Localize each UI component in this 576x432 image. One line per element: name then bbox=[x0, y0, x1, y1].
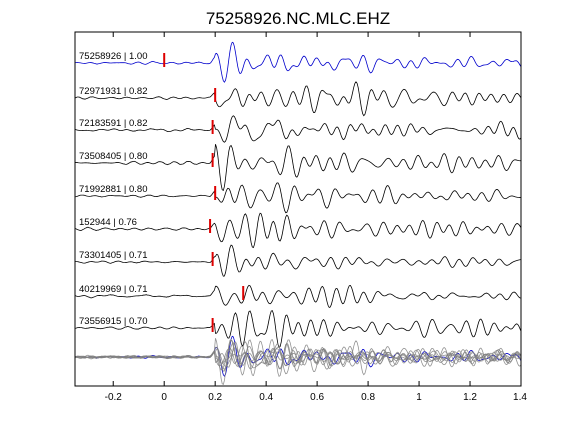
traces-layer: 75258926 | 1.00 72971931 | 0.82 72183591 |… bbox=[74, 41, 522, 349]
x-tick-label: 0.4 bbox=[259, 392, 273, 403]
trace-label: 73556915 | 0.70 bbox=[79, 316, 148, 327]
x-tick-label: -0.2 bbox=[105, 392, 123, 403]
chart-title: 75258926.NC.MLC.EHZ bbox=[206, 9, 390, 28]
trace-label: 73508405 | 0.80 bbox=[79, 151, 148, 162]
x-tick-label: 1.4 bbox=[513, 392, 527, 403]
x-axis: -0.2 0 0.2 0.4 0.6 0.8 1 1.2 1.4 bbox=[105, 32, 527, 403]
stack-trace bbox=[74, 339, 522, 378]
x-tick-label: 1.2 bbox=[463, 392, 477, 403]
trace-71992881: 71992881 | 0.80 bbox=[74, 182, 522, 214]
trace-line bbox=[74, 41, 522, 83]
trace-label: 71992881 | 0.80 bbox=[79, 184, 148, 195]
trace-line bbox=[74, 284, 522, 308]
axes-box bbox=[74, 31, 522, 387]
trace-label: 75258926 | 1.00 bbox=[79, 51, 148, 62]
trace-label: 152944 | 0.76 bbox=[79, 217, 137, 228]
x-tick-label: 0.6 bbox=[310, 392, 324, 403]
trace-75258926: 75258926 | 1.00 bbox=[74, 41, 522, 83]
x-tick-label: 0.2 bbox=[208, 392, 222, 403]
trace-73508405: 73508405 | 0.80 bbox=[74, 144, 522, 192]
trace-line bbox=[74, 81, 522, 117]
trace-line bbox=[74, 115, 522, 143]
trace-label: 73301405 | 0.71 bbox=[79, 250, 148, 261]
trace-line bbox=[74, 182, 522, 214]
stack-trace bbox=[74, 345, 522, 369]
trace-73556915: 73556915 | 0.70 bbox=[74, 310, 522, 349]
trace-line bbox=[74, 212, 522, 249]
trace-label: 72971931 | 0.82 bbox=[79, 86, 148, 97]
trace-73301405: 73301405 | 0.71 bbox=[74, 244, 522, 277]
trace-label: 72183591 | 0.82 bbox=[79, 118, 148, 129]
trace-40219969: 40219969 | 0.71 bbox=[74, 284, 522, 308]
trace-label: 40219969 | 0.71 bbox=[79, 284, 148, 295]
x-tick-label: 0.8 bbox=[361, 392, 375, 403]
trace-line bbox=[74, 310, 522, 349]
stack-layer bbox=[74, 335, 522, 386]
trace-152944: 152944 | 0.76 bbox=[74, 212, 522, 249]
trace-72183591: 72183591 | 0.82 bbox=[74, 115, 522, 143]
x-tick-label: 0 bbox=[161, 392, 167, 403]
trace-72971931: 72971931 | 0.82 bbox=[74, 81, 522, 117]
trace-line bbox=[74, 244, 522, 277]
trace-line bbox=[74, 144, 522, 192]
x-tick-label: 1 bbox=[416, 392, 422, 403]
